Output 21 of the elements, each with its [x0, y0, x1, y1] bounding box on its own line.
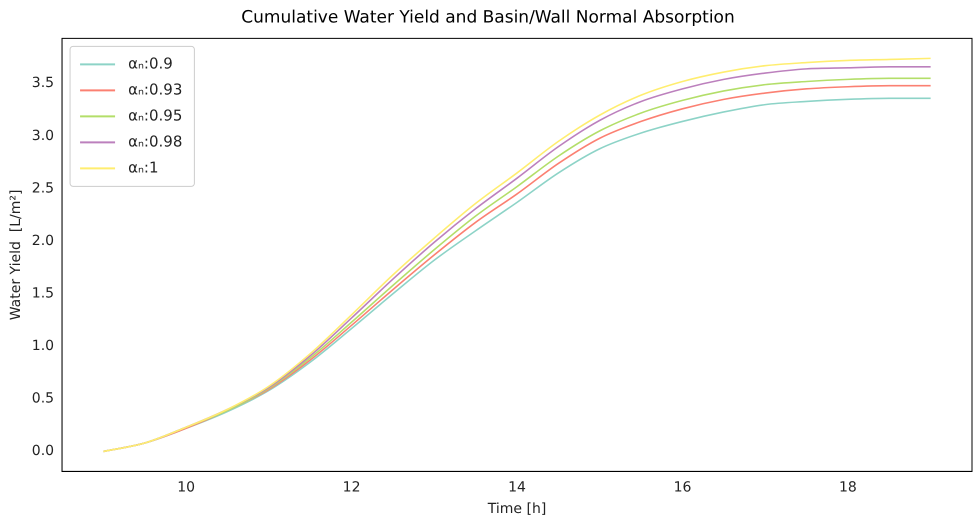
- y-tick-label: 1.0: [32, 338, 54, 354]
- y-tick-label: 3.0: [32, 128, 54, 144]
- x-tick-label: 10: [177, 479, 196, 496]
- y-tick-label: 3.5: [32, 75, 54, 92]
- y-axis-title: Water Yield [L/m²]: [8, 190, 24, 320]
- x-tick-label: 18: [839, 479, 857, 496]
- legend-label: αₙ:0.95: [128, 106, 182, 124]
- x-tick-label: 14: [508, 479, 526, 496]
- y-tick-label: 2.0: [32, 232, 54, 249]
- legend-label: αₙ:0.9: [128, 54, 173, 72]
- legend-label: αₙ:0.93: [128, 80, 182, 98]
- x-tick-label: 16: [674, 479, 692, 496]
- x-tick-label: 12: [342, 479, 361, 496]
- y-tick-label: 1.5: [32, 285, 54, 302]
- y-tick-label: 0.5: [32, 390, 54, 407]
- y-tick-label: 2.5: [32, 180, 54, 196]
- y-tick-label: 0.0: [32, 443, 54, 460]
- x-axis-title: Time [h]: [486, 501, 546, 518]
- legend-label: αₙ:0.98: [128, 132, 182, 150]
- chart-title: Cumulative Water Yield and Basin/Wall Normal Absorption: [241, 8, 735, 28]
- legend-label: αₙ:1: [128, 158, 159, 176]
